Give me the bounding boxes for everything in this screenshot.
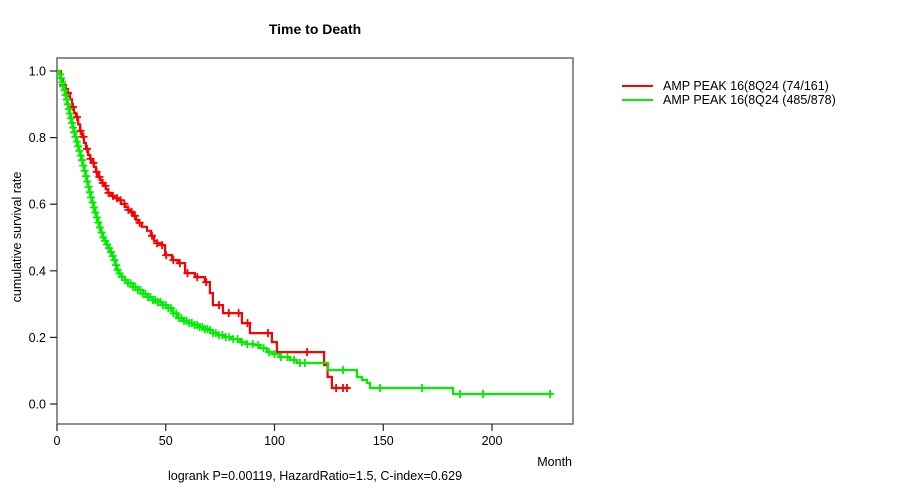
y-axis: 0.0 0.2 0.4 0.6 0.8 1.0: [29, 65, 57, 412]
censor-marks: [56, 70, 555, 398]
x-tick-label: 150: [373, 434, 394, 448]
legend-label: AMP PEAK 16(8Q24 (485/878): [663, 93, 836, 107]
plot-box: [56, 57, 574, 425]
curve-green: [56, 69, 555, 398]
x-tick-label: 100: [264, 434, 285, 448]
y-tick-label: 0.2: [29, 331, 46, 345]
stats-annotation: logrank P=0.00119, HazardRatio=1.5, C-in…: [167, 469, 463, 483]
x-tick-label: 200: [482, 434, 503, 448]
legend-line-red: [622, 85, 653, 87]
y-tick-label: 0.8: [29, 131, 46, 145]
x-tick-label: 50: [159, 434, 173, 448]
y-tick-label: 0.0: [29, 398, 46, 412]
x-axis-label: Month: [537, 455, 572, 469]
x-axis: 0 50 100 150 200: [54, 424, 503, 448]
y-tick-label: 0.4: [29, 264, 46, 278]
chart-title: Time to Death: [268, 21, 362, 37]
y-axis-label: cumulative survival rate: [10, 171, 24, 303]
legend-item: AMP PEAK 16(8Q24 (485/878): [622, 93, 836, 107]
x-tick-label: 0: [54, 434, 61, 448]
legend-item: AMP PEAK 16(8Q24 (74/161): [622, 79, 836, 93]
legend: AMP PEAK 16(8Q24 (74/161) AMP PEAK 16(8Q…: [622, 79, 836, 107]
y-tick-label: 0.6: [29, 198, 46, 212]
y-tick-label: 1.0: [29, 65, 46, 79]
legend-line-green: [622, 99, 653, 101]
step-line: [57, 69, 551, 396]
curve-red: [57, 69, 351, 392]
legend-label: AMP PEAK 16(8Q24 (74/161): [663, 79, 829, 93]
